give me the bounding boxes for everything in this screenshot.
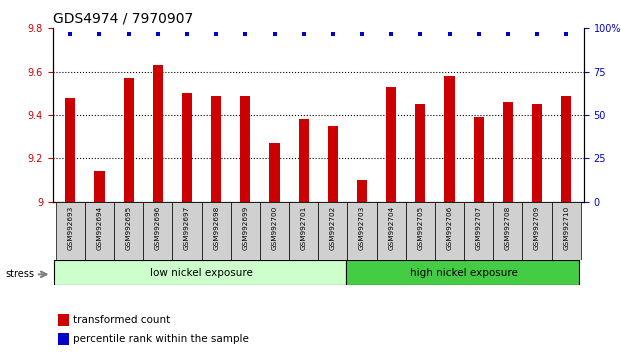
Text: transformed count: transformed count: [73, 315, 170, 325]
Point: [357, 31, 367, 36]
Text: GSM992710: GSM992710: [563, 206, 569, 250]
Bar: [435, 202, 464, 260]
Point: [299, 31, 309, 36]
Bar: [94, 171, 104, 202]
Point: [503, 31, 513, 36]
Bar: [346, 260, 579, 285]
Point: [211, 31, 221, 36]
Bar: [153, 65, 163, 202]
Text: GSM992695: GSM992695: [125, 206, 132, 250]
Bar: [114, 202, 143, 260]
Bar: [347, 202, 376, 260]
Text: low nickel exposure: low nickel exposure: [150, 268, 253, 278]
Bar: [143, 202, 173, 260]
Bar: [503, 102, 513, 202]
Bar: [289, 202, 318, 260]
Text: GSM992701: GSM992701: [301, 206, 307, 250]
Text: high nickel exposure: high nickel exposure: [410, 268, 518, 278]
Bar: [299, 119, 309, 202]
Text: GSM992696: GSM992696: [155, 206, 161, 250]
Bar: [328, 126, 338, 202]
Bar: [532, 104, 542, 202]
Bar: [211, 96, 221, 202]
Bar: [240, 96, 250, 202]
Bar: [493, 202, 522, 260]
Text: GSM992707: GSM992707: [476, 206, 482, 250]
Bar: [551, 202, 581, 260]
Bar: [357, 180, 367, 202]
Text: GSM992706: GSM992706: [446, 206, 453, 250]
Point: [240, 31, 250, 36]
Bar: [464, 202, 493, 260]
Bar: [376, 202, 406, 260]
Bar: [231, 202, 260, 260]
Point: [153, 31, 163, 36]
Text: GDS4974 / 7970907: GDS4974 / 7970907: [53, 12, 193, 26]
Text: GSM992705: GSM992705: [417, 206, 424, 250]
Bar: [202, 202, 231, 260]
Bar: [522, 202, 551, 260]
Text: GSM992700: GSM992700: [271, 206, 278, 250]
Point: [532, 31, 542, 36]
Bar: [474, 117, 484, 202]
Bar: [58, 314, 69, 326]
Point: [328, 31, 338, 36]
Point: [124, 31, 134, 36]
Bar: [182, 93, 192, 202]
Text: GSM992693: GSM992693: [67, 206, 73, 250]
Bar: [173, 202, 202, 260]
Point: [445, 31, 455, 36]
Bar: [56, 202, 85, 260]
Text: percentile rank within the sample: percentile rank within the sample: [73, 335, 249, 344]
Point: [270, 31, 279, 36]
Text: GSM992709: GSM992709: [534, 206, 540, 250]
Text: GSM992694: GSM992694: [96, 206, 102, 250]
Bar: [85, 202, 114, 260]
Bar: [124, 78, 134, 202]
Point: [65, 31, 75, 36]
Bar: [445, 76, 455, 202]
Point: [182, 31, 192, 36]
Point: [561, 31, 571, 36]
Bar: [386, 87, 396, 202]
Point: [474, 31, 484, 36]
Bar: [561, 96, 571, 202]
Text: GSM992708: GSM992708: [505, 206, 511, 250]
Point: [94, 31, 104, 36]
Text: GSM992702: GSM992702: [330, 206, 336, 250]
Text: GSM992698: GSM992698: [213, 206, 219, 250]
Bar: [58, 333, 69, 346]
Bar: [415, 104, 425, 202]
Point: [386, 31, 396, 36]
Text: GSM992697: GSM992697: [184, 206, 190, 250]
Text: GSM992699: GSM992699: [242, 206, 248, 250]
Bar: [65, 98, 75, 202]
Bar: [318, 202, 347, 260]
Point: [415, 31, 425, 36]
Bar: [270, 143, 279, 202]
Text: GSM992704: GSM992704: [388, 206, 394, 250]
Bar: [260, 202, 289, 260]
Bar: [54, 260, 346, 285]
Text: GSM992703: GSM992703: [359, 206, 365, 250]
Bar: [406, 202, 435, 260]
Text: stress: stress: [5, 269, 34, 279]
